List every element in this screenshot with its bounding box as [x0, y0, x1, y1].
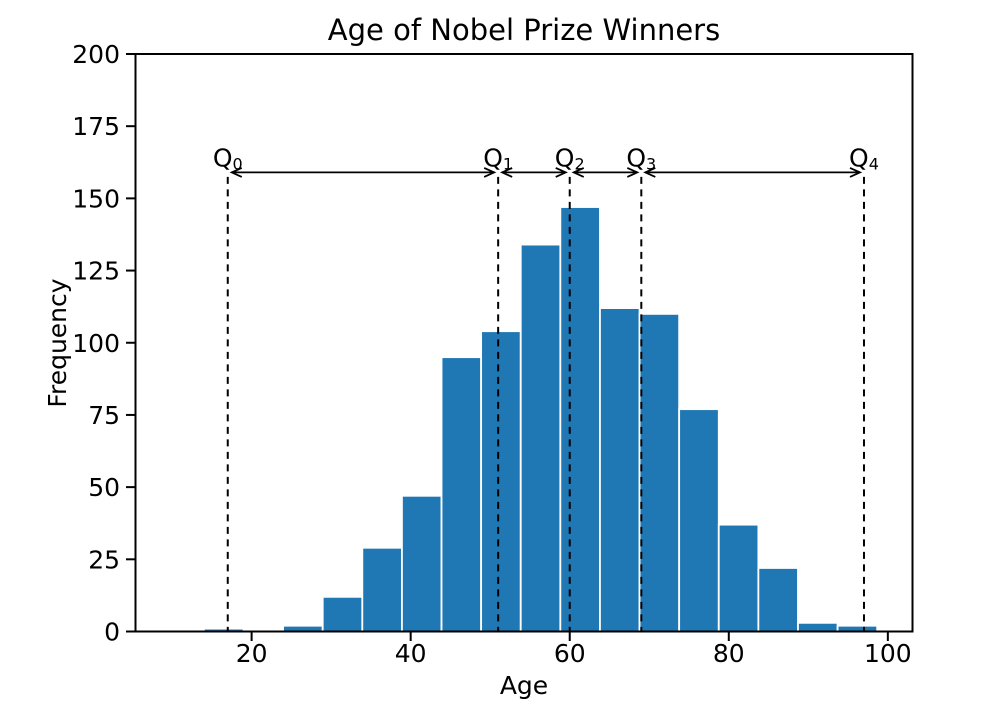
histogram-bar — [717, 523, 760, 633]
x-axis-label: Age — [500, 671, 548, 700]
quartile-label: Q0 — [213, 143, 243, 173]
x-tick-label: 20 — [236, 639, 268, 668]
x-tick-label: 80 — [713, 639, 745, 668]
arrowhead-left-icon — [229, 167, 243, 178]
histogram-bar — [678, 408, 720, 633]
y-tick-label: 0 — [104, 618, 120, 647]
axes-spines — [134, 53, 914, 633]
quartile-label: Q3 — [626, 143, 656, 173]
histogram-bar — [401, 494, 443, 633]
y-tick-label: 25 — [88, 545, 120, 574]
chart-title: Age of Nobel Prize Winners — [328, 13, 720, 47]
y-tick-label: 125 — [72, 257, 120, 286]
histogram-bar — [361, 546, 403, 633]
histogram-bar — [797, 621, 839, 633]
y-tick-label: 100 — [72, 329, 120, 358]
arrowhead-left-icon — [571, 167, 585, 178]
x-tick-label: 60 — [554, 639, 586, 668]
x-tick-label: 40 — [395, 639, 427, 668]
histogram-bar — [480, 330, 522, 633]
quartile-label: Q2 — [555, 143, 585, 173]
arrowhead-left-icon — [643, 167, 656, 178]
y-tick-label: 175 — [72, 112, 120, 141]
x-tick-label: 100 — [864, 639, 912, 668]
arrowhead-right-icon — [555, 167, 568, 178]
y-tick-label: 75 — [88, 401, 120, 430]
histogram-bar — [599, 307, 641, 633]
arrowhead-right-icon — [483, 167, 497, 178]
y-tick-label: 50 — [88, 473, 120, 502]
quartile-label: Q4 — [849, 143, 879, 173]
y-axis-label: Frequency — [43, 278, 72, 407]
histogram-bar — [440, 356, 483, 633]
arrowhead-right-icon — [626, 167, 640, 178]
histogram-bar — [321, 595, 364, 633]
y-tick-label: 150 — [72, 184, 120, 213]
y-tick-label: 200 — [72, 40, 120, 69]
plot-area: Q0 Q1 Q2 Q3 Q4 20 40 60 80 100 0 25 50 75 100 125 150 175… — [72, 40, 914, 668]
histogram-bar — [638, 312, 681, 633]
quartile-label: Q1 — [483, 143, 513, 173]
histogram-bar — [757, 567, 799, 633]
histogram-bar — [519, 243, 562, 633]
histogram-bar — [559, 206, 601, 633]
arrowhead-left-icon — [499, 167, 513, 178]
arrowhead-right-icon — [849, 167, 863, 178]
